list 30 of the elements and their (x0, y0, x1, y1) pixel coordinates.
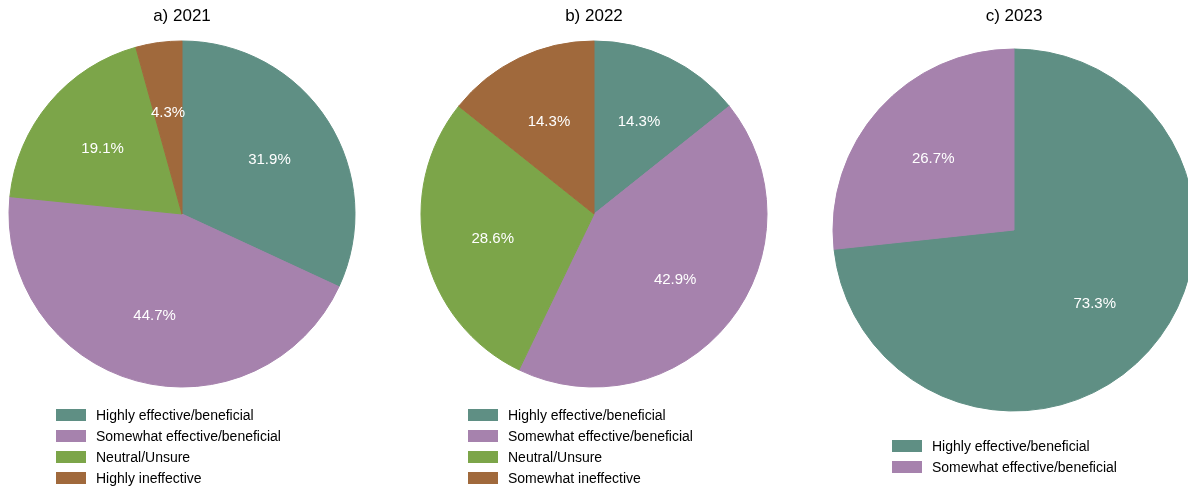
legend-label: Highly effective/beneficial (96, 406, 254, 423)
chart-title: a) 2021 (152, 6, 212, 26)
legend-label: Somewhat effective/beneficial (96, 427, 281, 444)
data-label: 26.7% (911, 148, 955, 166)
data-label: 73.3% (1073, 294, 1117, 312)
data-label: 19.1% (81, 138, 124, 156)
data-label: 14.3% (527, 111, 571, 129)
legend-label: Somewhat effective/beneficial (508, 427, 693, 444)
legend-label: Somewhat effective/beneficial (932, 458, 1117, 475)
pie-slice (458, 40, 595, 215)
data-label: 31.9% (248, 149, 291, 167)
pie-slice (8, 196, 340, 388)
data-label: 42.9% (653, 270, 697, 288)
chart-title: c) 2023 (984, 6, 1044, 26)
legend-label: Highly effective/beneficial (508, 406, 666, 423)
pie-slice (9, 46, 183, 215)
data-label: 28.6% (471, 228, 515, 246)
legend-label: Highly effective/beneficial (932, 437, 1090, 454)
pie-slice (518, 105, 768, 388)
legend-label: Neutral/Unsure (96, 448, 191, 465)
chart-title: b) 2022 (564, 6, 624, 26)
pie-slice (135, 40, 183, 215)
data-label: 14.3% (617, 111, 661, 129)
pie-slice (593, 40, 730, 215)
legend-label: Neutral/Unsure (508, 448, 603, 465)
legend-label: Somewhat ineffective (508, 469, 641, 486)
data-label: 4.3% (150, 102, 186, 120)
legend-label: Highly ineffective (96, 469, 202, 486)
pie-slice (420, 105, 595, 371)
data-label: 44.7% (133, 305, 176, 323)
